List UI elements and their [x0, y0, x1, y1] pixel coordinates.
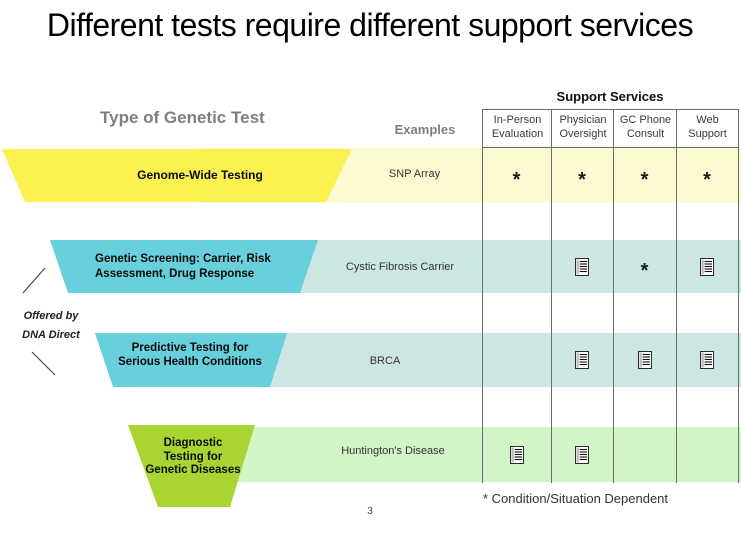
support-cell [613, 333, 676, 387]
support-cell: * [676, 148, 738, 203]
document-icon [700, 351, 714, 369]
example-cystic-fibrosis: Cystic Fibrosis Carrier [345, 261, 455, 273]
document-icon [637, 351, 652, 369]
support-cell [613, 427, 676, 482]
support-cell: * [551, 148, 613, 203]
support-row-predictive [482, 333, 738, 387]
support-cell [551, 240, 613, 293]
column-header-gc-phone: GC Phone Consult [619, 114, 672, 140]
example-brca: BRCA [369, 355, 401, 367]
support-services-header: Support Services [556, 89, 664, 104]
example-snp-array: SNP Array [388, 168, 441, 180]
test-label-diagnostic: Diagnostic Testing for Genetic Diseases [145, 437, 241, 476]
footnote: * Condition/Situation Dependent [483, 491, 669, 506]
support-cell [676, 427, 738, 482]
document-icon [700, 257, 714, 276]
funnel-shape-predictive [95, 333, 287, 387]
example-huntingtons: Huntington's Disease [341, 445, 445, 457]
asterisk-symbol: * [640, 259, 649, 282]
support-row-genome-wide: * * * * [482, 148, 738, 203]
asterisk-symbol: * [703, 168, 711, 191]
grid-line [482, 109, 483, 483]
document-icon [575, 351, 589, 369]
document-icon [575, 445, 589, 464]
support-row-diagnostic [482, 427, 738, 482]
offered-by-label: Offered by [23, 310, 79, 322]
support-column-headers: In-Person Evaluation Physician Oversight… [483, 113, 738, 141]
test-label-genome-wide: Genome-Wide Testing [137, 168, 263, 182]
column-header-web: Web Support [688, 114, 727, 140]
support-cell [551, 333, 613, 387]
column-header-in-person: In-Person Evaluation [491, 114, 544, 140]
document-icon [509, 445, 524, 464]
support-cell [482, 427, 551, 482]
slide-title: Different tests require different suppor… [46, 7, 694, 43]
asterisk-symbol: * [640, 168, 649, 191]
funnel-shape-genome-wide [0, 149, 352, 202]
support-cell [482, 333, 551, 387]
support-cell [551, 427, 613, 482]
support-cell: * [482, 148, 551, 203]
asterisk-symbol: * [512, 168, 521, 191]
examples-header: Examples [394, 122, 456, 137]
page-number: 3 [367, 506, 373, 517]
funnel-shape-screening [50, 240, 318, 293]
asterisk-symbol: * [578, 168, 586, 191]
row-band-diagnostic [200, 427, 741, 482]
grid-line [676, 109, 677, 483]
grid-line [551, 109, 552, 483]
test-label-screening: Genetic Screening: Carrier, Risk Assessm… [95, 253, 271, 280]
support-cell [482, 240, 551, 293]
support-row-screening: * [482, 240, 738, 293]
header-bottom-border [482, 147, 739, 148]
test-label-predictive: Predictive Testing for Serious Health Co… [118, 342, 262, 368]
dna-direct-label: DNA Direct [22, 329, 80, 341]
header-top-border [482, 109, 739, 110]
support-cell [676, 333, 738, 387]
column-header-physician: Physician Oversight [559, 114, 607, 140]
support-cell [676, 240, 738, 293]
grid-line [613, 109, 614, 483]
support-cell: * [613, 240, 676, 293]
support-cell: * [613, 148, 676, 203]
grid-line [738, 109, 739, 483]
document-icon [575, 257, 589, 276]
type-of-test-header: Type of Genetic Test [100, 108, 265, 127]
